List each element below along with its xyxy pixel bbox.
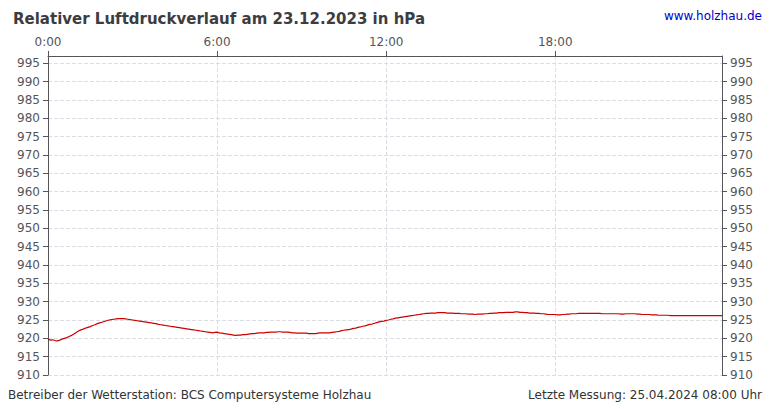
svg-text:920: 920 [17,331,40,345]
svg-text:970: 970 [730,148,753,162]
svg-text:12:00: 12:00 [369,35,404,49]
svg-text:960: 960 [17,185,40,199]
svg-text:985: 985 [730,93,753,107]
svg-text:915: 915 [730,350,753,364]
svg-text:Letzte Messung: 25.04.2024 08:: Letzte Messung: 25.04.2024 08:00 Uhr [528,388,762,402]
svg-text:980: 980 [17,111,40,125]
svg-text:995: 995 [730,56,753,70]
svg-text:915: 915 [17,350,40,364]
svg-text:Betreiber der Wetterstation: B: Betreiber der Wetterstation: BCS Compute… [8,388,371,402]
svg-text:995: 995 [17,56,40,70]
svg-text:935: 935 [730,276,753,290]
svg-text:940: 940 [730,258,753,272]
svg-text:930: 930 [730,295,753,309]
svg-text:910: 910 [17,368,40,382]
svg-text:985: 985 [17,93,40,107]
svg-text:980: 980 [730,111,753,125]
svg-text:975: 975 [730,130,753,144]
svg-text:930: 930 [17,295,40,309]
svg-text:945: 945 [17,240,40,254]
svg-text:925: 925 [730,313,753,327]
svg-text:950: 950 [730,221,753,235]
svg-text:935: 935 [17,276,40,290]
svg-text:965: 965 [17,166,40,180]
svg-text:920: 920 [730,331,753,345]
svg-text:925: 925 [17,313,40,327]
svg-text:970: 970 [17,148,40,162]
svg-text:960: 960 [730,185,753,199]
svg-text:0:00: 0:00 [35,35,62,49]
svg-text:945: 945 [730,240,753,254]
svg-text:965: 965 [730,166,753,180]
svg-text:950: 950 [17,221,40,235]
svg-text:990: 990 [730,75,753,89]
svg-text:910: 910 [730,368,753,382]
svg-text:940: 940 [17,258,40,272]
svg-text:955: 955 [730,203,753,217]
svg-text:990: 990 [17,75,40,89]
svg-text:6:00: 6:00 [204,35,231,49]
svg-text:www.holzhau.de: www.holzhau.de [664,9,762,23]
svg-text:18:00: 18:00 [538,35,573,49]
svg-text:975: 975 [17,130,40,144]
svg-text:Relativer Luftdruckverlauf am: Relativer Luftdruckverlauf am 23.12.2023… [13,10,425,28]
svg-text:955: 955 [17,203,40,217]
